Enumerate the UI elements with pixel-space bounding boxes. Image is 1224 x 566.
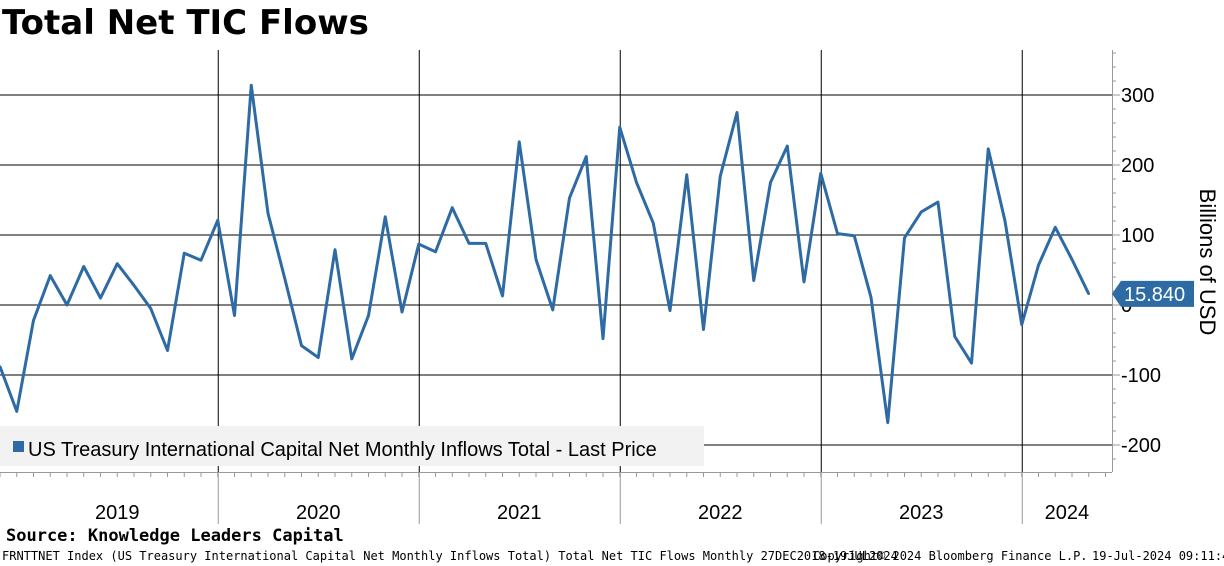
data-point	[668, 309, 672, 312]
data-point	[216, 219, 219, 222]
data-point	[467, 242, 471, 245]
data-point	[551, 308, 554, 312]
y-tick-label--200: -200	[1121, 435, 1161, 457]
last-value-label: 15.840	[1124, 284, 1185, 306]
data-point	[769, 181, 772, 184]
data-point	[350, 357, 353, 361]
data-point	[300, 344, 303, 347]
data-point	[0, 365, 2, 368]
data-point	[15, 410, 18, 413]
data-point	[484, 242, 487, 245]
y-tick-label-300: 300	[1121, 85, 1154, 107]
data-point	[333, 248, 337, 251]
y-axis-title: Billions of USD	[1195, 189, 1220, 336]
footer-ticker-info: FRNTTNET Index (US Treasury Internationa…	[2, 549, 898, 563]
x-tick-label-2023: 2023	[899, 502, 944, 524]
last-value-marker	[1112, 280, 1194, 307]
data-point	[518, 140, 521, 144]
source-note: Source: Knowledge Leaders Capital	[6, 526, 344, 546]
data-point	[400, 310, 404, 314]
footer-timestamp: 19-Jul-2024 09:11:44	[1092, 549, 1224, 563]
data-point	[735, 111, 739, 114]
data-point	[65, 303, 69, 307]
data-point	[786, 144, 789, 148]
data-point	[719, 175, 722, 178]
data-point	[936, 200, 940, 204]
data-point	[32, 319, 35, 322]
x-tick-label-2020: 2020	[296, 502, 341, 524]
data-point	[283, 277, 286, 280]
data-point	[317, 356, 320, 359]
y-tick-label-200: 200	[1121, 155, 1154, 177]
data-point	[233, 314, 236, 317]
data-point	[49, 274, 52, 277]
x-tick-label-2021: 2021	[497, 502, 542, 524]
footer-copyright: Copyright© 2024 Bloomberg Finance L.P.	[813, 549, 1088, 563]
data-point	[652, 221, 655, 225]
data-point	[635, 181, 638, 184]
data-point	[1054, 226, 1057, 229]
data-point	[585, 155, 588, 158]
data-point	[166, 349, 169, 352]
y-tick-label-100: 100	[1121, 225, 1154, 247]
data-point	[685, 173, 688, 176]
x-tick-label-2024: 2024	[1045, 502, 1090, 524]
data-point	[853, 234, 856, 237]
data-point	[1037, 263, 1040, 267]
data-point	[601, 337, 605, 340]
data-point	[367, 314, 370, 317]
data-point	[1003, 219, 1007, 223]
data-point	[568, 196, 571, 200]
data-point	[82, 265, 85, 268]
data-point	[752, 279, 755, 282]
data-point	[99, 296, 102, 300]
data-point	[987, 147, 990, 151]
data-point	[1020, 323, 1023, 326]
data-point	[266, 212, 270, 215]
legend-box	[0, 426, 704, 466]
series-line	[0, 83, 1091, 425]
data-point	[1070, 258, 1074, 261]
chart-title: Total Net TIC Flows	[2, 3, 369, 43]
data-point	[953, 335, 956, 338]
data-point	[618, 126, 621, 129]
data-point	[199, 259, 203, 262]
data-point	[250, 84, 253, 87]
data-point	[534, 258, 538, 261]
x-tick-label-2019: 2019	[95, 502, 140, 524]
data-point	[802, 280, 806, 284]
data-point	[836, 232, 839, 235]
y-tick-label--100: -100	[1121, 365, 1161, 387]
data-point	[903, 236, 906, 239]
data-point	[819, 172, 822, 175]
data-point	[451, 206, 454, 209]
legend-swatch	[13, 441, 24, 452]
data-point	[869, 296, 873, 299]
data-point	[501, 294, 504, 298]
data-point	[702, 328, 705, 331]
data-point	[920, 210, 923, 214]
data-point	[149, 307, 152, 310]
data-point	[434, 250, 437, 253]
data-point	[183, 252, 186, 255]
legend-label: US Treasury International Capital Net Mo…	[28, 439, 657, 461]
data-point	[970, 361, 973, 365]
x-tick-label-2022: 2022	[698, 502, 743, 524]
data-point	[116, 262, 119, 265]
data-point	[1087, 292, 1090, 296]
data-point	[132, 284, 136, 287]
data-point	[417, 242, 420, 246]
data-point	[886, 421, 889, 424]
data-point	[384, 215, 387, 218]
